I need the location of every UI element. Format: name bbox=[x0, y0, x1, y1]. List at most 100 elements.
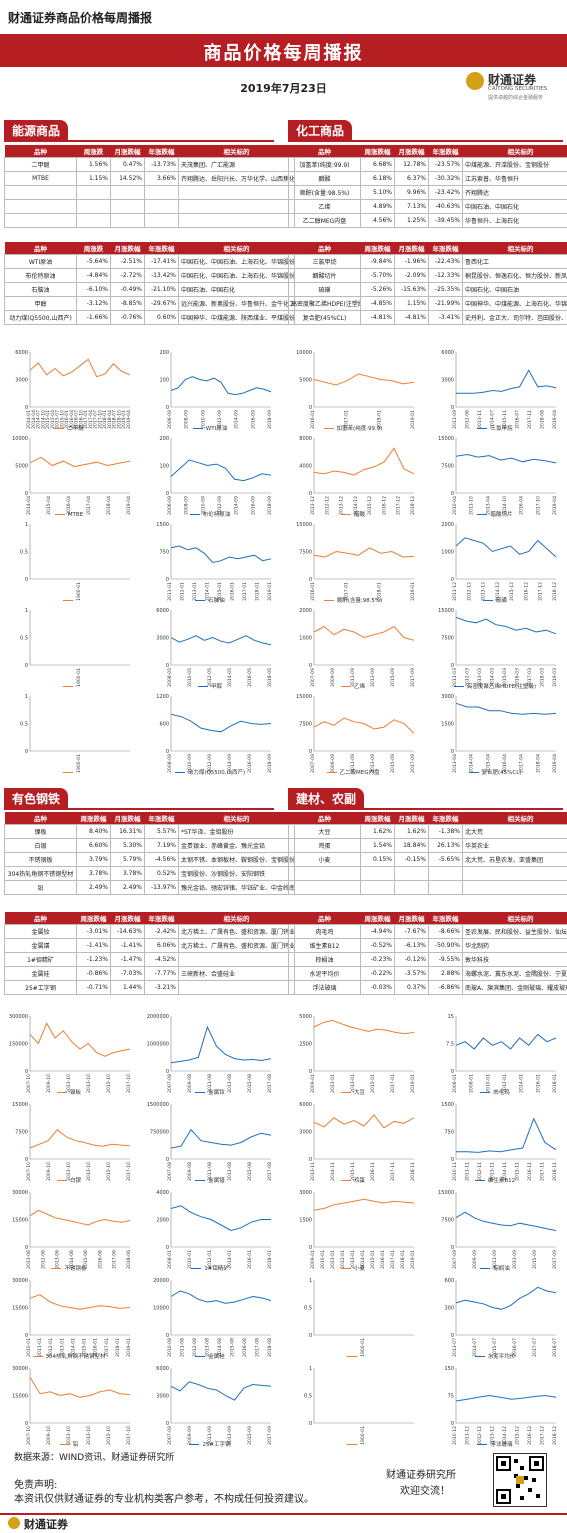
chart-axis bbox=[456, 696, 556, 751]
y-tick-label: 200 bbox=[159, 350, 169, 356]
table-cell: 金贵银业、赤峰黄金、豫光金铅 bbox=[179, 839, 295, 853]
table-cell: 华鲁恒升、上海石化 bbox=[463, 214, 567, 228]
table-cell: -4.56% bbox=[145, 853, 179, 867]
table-cell: 动力煤(Q5500,山西产) bbox=[5, 311, 77, 325]
y-tick-label: 15000 bbox=[438, 608, 454, 614]
chart-axis bbox=[314, 352, 414, 407]
table-cell bbox=[77, 200, 111, 214]
y-tick-label: 7.5 bbox=[446, 1042, 454, 1048]
column-header: 年涨跌幅 bbox=[145, 145, 179, 158]
table-cell: 6.60% bbox=[77, 839, 111, 853]
y-tick-label: 30000 bbox=[12, 1278, 28, 1284]
chart-axis bbox=[30, 352, 130, 407]
series-line bbox=[456, 455, 556, 463]
table-cell bbox=[361, 881, 395, 895]
brand-mark-icon bbox=[8, 1517, 20, 1529]
series-line bbox=[171, 1206, 271, 1231]
y-tick-label: 1 bbox=[309, 1366, 312, 1372]
table-row: 三氯甲烷-9.84%-1.96%-22.43%鲁西化工 bbox=[289, 255, 567, 269]
table-header-row: 品种周涨跌月涨跌幅年涨跌幅相关标的 bbox=[5, 242, 295, 255]
column-header: 品种 bbox=[5, 145, 77, 158]
y-tick-label: 1 bbox=[25, 694, 28, 700]
table-cell: -1.41% bbox=[77, 939, 111, 953]
table-cell: -4.84% bbox=[77, 269, 111, 283]
series-line bbox=[171, 636, 271, 645]
section-header-agri: 建材、农副 bbox=[288, 788, 563, 810]
y-tick-label: 15000 bbox=[12, 1306, 28, 1312]
table-cell: 0.47% bbox=[111, 158, 145, 172]
table-cell: -6.10% bbox=[77, 283, 111, 297]
table-cell: -1.23% bbox=[77, 953, 111, 967]
column-header: 相关标的 bbox=[179, 912, 295, 925]
legend-label: 乙烯 bbox=[354, 684, 365, 690]
section-header-metal: 有色钢铁 bbox=[4, 788, 274, 810]
y-tick-label: 3000 bbox=[299, 1130, 312, 1136]
table-cell: 9.96% bbox=[395, 186, 429, 200]
y-tick-label: 750 bbox=[159, 550, 169, 556]
chart-axis bbox=[456, 610, 556, 665]
table-cell: 北大荒 bbox=[463, 825, 567, 839]
series-line bbox=[171, 714, 271, 732]
table-cell: -13.97% bbox=[145, 881, 179, 895]
table-cell: 2.88% bbox=[429, 967, 463, 981]
legend-swatch bbox=[475, 1356, 485, 1357]
table-cell: 桐昆股份、恒逸石化、恒力股份、新凤鸣、三房巷 bbox=[463, 269, 567, 283]
chart-axis bbox=[314, 1192, 414, 1247]
chart-axis bbox=[171, 1368, 271, 1423]
legend: 肉毛鸡 bbox=[430, 1088, 560, 1096]
y-tick-label: 0.5 bbox=[20, 636, 28, 642]
legend: 硫磺 bbox=[430, 596, 560, 604]
column-header: 品种 bbox=[289, 812, 361, 825]
column-header: 月涨跌幅 bbox=[111, 812, 145, 825]
series-line bbox=[171, 460, 271, 481]
legend bbox=[288, 1442, 418, 1448]
table-cell: 3.78% bbox=[77, 867, 111, 881]
legend-swatch bbox=[190, 514, 200, 515]
y-tick-label: 10000 bbox=[12, 436, 28, 442]
table-cell: WTI原油 bbox=[5, 255, 77, 269]
legend-swatch bbox=[55, 514, 65, 515]
legend-swatch bbox=[195, 1092, 205, 1093]
table-cell: -9.84% bbox=[361, 255, 395, 269]
legend-swatch bbox=[324, 428, 334, 429]
series-line bbox=[171, 546, 271, 563]
y-tick-label: 100 bbox=[159, 464, 169, 470]
table-cell: 太钢不锈、本钢板材、鞍钢股份、宝钢股份、八一钢铁 bbox=[179, 853, 295, 867]
legend-label: 顺酐(含量:98.5%) bbox=[337, 598, 383, 604]
welcome-text: 欢迎交流！ bbox=[400, 1482, 450, 1497]
y-tick-label: 5000 bbox=[15, 464, 28, 470]
y-tick-label: 1200 bbox=[156, 694, 169, 700]
table-row: 高密度聚乙烯HDPE(注塑级)-4.85%1.15%-21.99%中国神华、中煤… bbox=[289, 297, 567, 311]
table-cell: 齐翔腾达 bbox=[463, 186, 567, 200]
legend-swatch bbox=[341, 1268, 351, 1269]
chart-axis bbox=[30, 1192, 130, 1247]
chart-axis bbox=[171, 1280, 271, 1335]
table-cell bbox=[145, 200, 179, 214]
series-line bbox=[30, 457, 130, 466]
legend-label: 铅 bbox=[73, 1442, 79, 1448]
y-tick-label: 15000 bbox=[438, 436, 454, 442]
table-cell: 4.56% bbox=[361, 214, 395, 228]
table-cell: 硫磺 bbox=[289, 283, 361, 297]
table-cell: 甲醇 bbox=[5, 297, 77, 311]
table-cell: 5.57% bbox=[145, 825, 179, 839]
legend: 浮法玻璃 bbox=[430, 1440, 560, 1448]
legend-swatch bbox=[189, 1444, 199, 1445]
